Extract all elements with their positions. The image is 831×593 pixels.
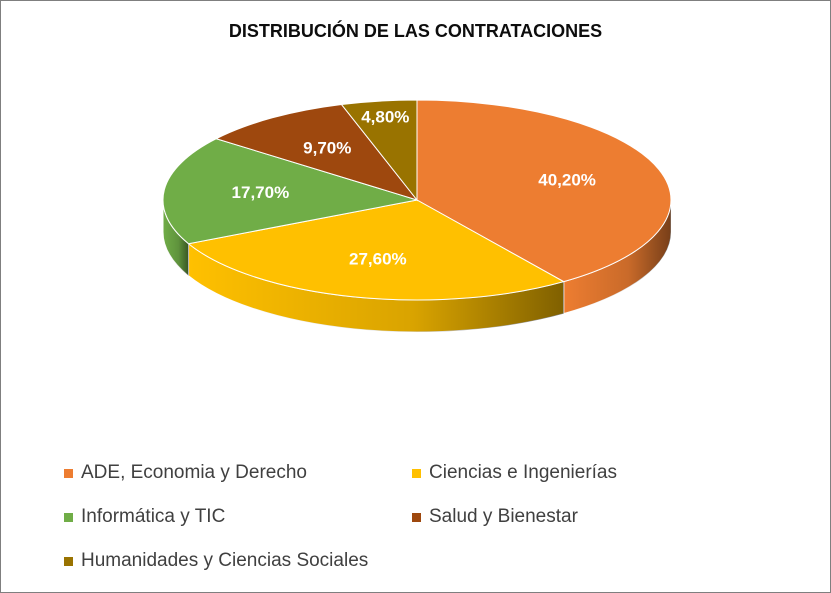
chart-title: DISTRIBUCIÓN DE LAS CONTRATACIONES — [228, 21, 603, 41]
pie-slice-ciencias-e-ingenierias — [187, 199, 566, 301]
data-label-informatica-y-tic: 17,70% — [232, 183, 290, 202]
pie-slice-salud-y-bienestar — [214, 103, 419, 201]
pie-side-informatica-y-tic — [163, 200, 189, 276]
pie-slice-humanidades-y-ciencias-sociales — [340, 99, 418, 202]
data-label-humanidades-y-ciencias-sociales: 4,80% — [361, 107, 409, 126]
pie-slice-ade-economia-y-derecho — [416, 99, 672, 283]
pie-tops — [162, 99, 672, 301]
pie-slice-informatica-y-tic — [162, 138, 418, 245]
pie-sides — [162, 199, 672, 333]
data-label-salud-y-bienestar: 9,70% — [303, 139, 351, 158]
data-label-ade-economia-y-derecho: 40,20% — [538, 171, 596, 190]
pie-labels: 40,20% 27,60% 17,70% 9,70% 4,80% — [232, 107, 596, 268]
data-label-ciencias-e-ingenierias: 27,60% — [349, 250, 407, 269]
pie-side-ade-economia-y-derecho — [563, 200, 671, 314]
pie-side-ciencias-e-ingenierias — [188, 243, 564, 332]
